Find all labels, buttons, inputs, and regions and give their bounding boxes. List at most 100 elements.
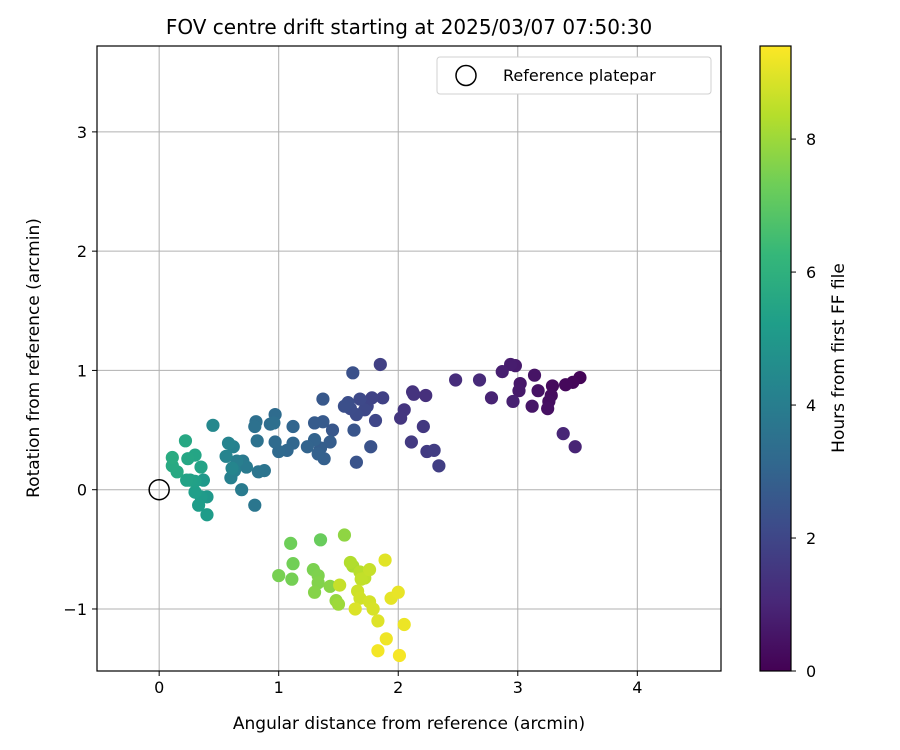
scatter-point xyxy=(392,648,407,663)
scatter-point xyxy=(307,585,322,599)
scatter-point xyxy=(272,568,286,583)
colorbar-tick-label: 6 xyxy=(806,263,816,282)
colorbar-tick-label: 2 xyxy=(806,529,816,548)
scatter-point xyxy=(397,617,411,632)
scatter-point xyxy=(248,498,262,512)
scatter-point xyxy=(250,434,264,448)
x-tick-label: 1 xyxy=(274,678,284,697)
y-tick-label: 2 xyxy=(77,242,87,261)
scatter-point xyxy=(427,443,441,457)
scatter-point xyxy=(180,473,194,487)
y-tick-label: 0 xyxy=(77,481,87,500)
scatter-point xyxy=(495,365,509,379)
scatter-point xyxy=(337,528,352,542)
scatter-point xyxy=(239,460,254,474)
colorbar-ticks: 0 2 4 6 8 xyxy=(791,130,816,681)
scatter-point xyxy=(225,461,239,475)
scatter-point xyxy=(373,357,387,372)
scatter-point xyxy=(568,440,582,454)
colorbar-tick-label: 4 xyxy=(806,396,816,415)
scatter-point xyxy=(284,536,298,550)
scatter-point xyxy=(416,419,430,434)
colorbar-gradient xyxy=(759,45,792,672)
y-axis-ticks: −1 0 1 2 3 xyxy=(63,123,97,619)
scatter-point xyxy=(316,392,330,406)
scatter-point xyxy=(472,373,487,387)
scatter-point xyxy=(307,416,322,430)
scatter-point xyxy=(165,450,179,465)
scatter-point xyxy=(178,434,193,448)
scatter-point xyxy=(349,455,364,469)
scatter-point xyxy=(311,447,325,461)
scatter-point xyxy=(366,602,380,616)
scatter-point xyxy=(300,440,314,454)
scatter-point xyxy=(531,384,545,398)
y-axis-label: Rotation from reference (arcmin) xyxy=(24,218,44,498)
scatter-point xyxy=(268,435,282,449)
scatter-point xyxy=(235,483,249,497)
scatter-point xyxy=(362,563,377,577)
scatter-point xyxy=(394,411,408,425)
scatter-point xyxy=(484,391,499,405)
scatter-point xyxy=(331,597,346,611)
scatter-point xyxy=(512,384,526,398)
colorbar-label: Hours from first FF file xyxy=(829,263,849,453)
scatter-point xyxy=(347,423,361,437)
x-tick-label: 0 xyxy=(154,678,164,697)
scatter-point xyxy=(286,557,300,571)
scatter-point xyxy=(188,485,202,499)
scatter-point xyxy=(379,632,393,646)
scatter-point xyxy=(206,418,220,432)
scatter-point xyxy=(194,460,208,474)
scatter-point xyxy=(354,572,368,586)
scatter-point xyxy=(558,378,573,392)
scatter-point xyxy=(248,419,262,434)
scatter-points xyxy=(165,357,587,663)
scatter-point xyxy=(378,553,392,567)
scatter-point xyxy=(346,366,360,380)
scatter-point xyxy=(221,436,236,450)
colorbar-tick-label: 8 xyxy=(806,130,816,149)
colorbar-tick-label: 0 xyxy=(806,662,816,681)
scatter-point xyxy=(371,644,385,658)
plot-frame xyxy=(96,45,722,672)
y-tick-label: −1 xyxy=(63,600,87,619)
scatter-point xyxy=(323,579,337,593)
scatter-point xyxy=(323,435,337,449)
plot-area: 0 1 2 3 4 −1 0 1 2 3 xyxy=(63,45,722,697)
reference-marker xyxy=(148,478,170,501)
scatter-point xyxy=(343,555,358,570)
legend-box xyxy=(436,56,712,95)
plot-background xyxy=(97,46,721,671)
scatter-point xyxy=(391,585,405,599)
scatter-point xyxy=(251,465,265,479)
legend: Reference platepar xyxy=(436,56,712,95)
scatter-point xyxy=(219,449,233,463)
scatter-point xyxy=(525,399,539,413)
colorbar: 0 2 4 6 8 Hours from first FF file xyxy=(759,45,849,681)
scatter-point xyxy=(368,413,383,428)
scatter-point xyxy=(556,427,570,441)
scatter-point xyxy=(404,435,418,449)
y-tick-label: 3 xyxy=(77,123,87,142)
legend-entry-reference-platepar: Reference platepar xyxy=(503,66,656,85)
scatter-point xyxy=(419,388,433,403)
y-tick-label: 1 xyxy=(77,361,87,380)
scatter-point xyxy=(337,399,352,413)
scatter-point xyxy=(313,533,328,547)
scatter-point xyxy=(348,602,362,616)
scatter-point xyxy=(407,387,421,401)
x-axis-ticks: 0 1 2 3 4 xyxy=(154,671,642,697)
scatter-point xyxy=(376,391,390,405)
scatter-point xyxy=(286,419,300,434)
scatter-point xyxy=(192,498,206,512)
scatter-point xyxy=(371,614,385,628)
scatter-point xyxy=(353,392,367,406)
scatter-point xyxy=(527,368,542,382)
scatter-point xyxy=(181,452,195,466)
x-tick-label: 2 xyxy=(393,678,403,697)
scatter-point xyxy=(285,572,299,586)
x-tick-label: 4 xyxy=(632,678,642,697)
scatter-point xyxy=(325,423,340,437)
